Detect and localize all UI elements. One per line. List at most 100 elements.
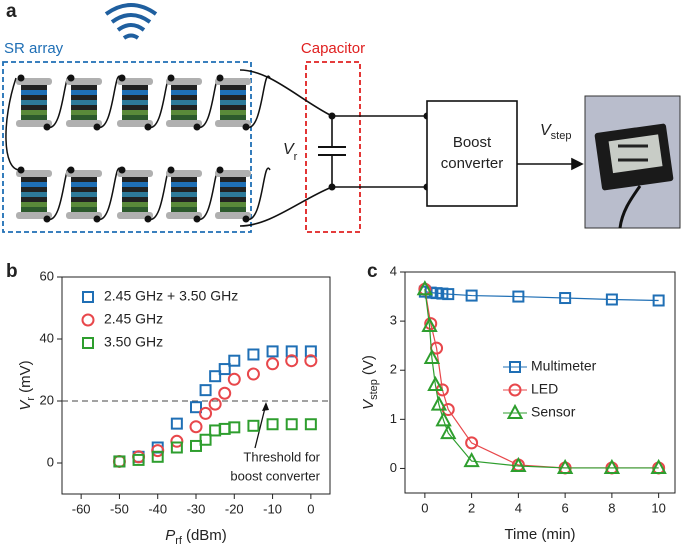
coil-band — [220, 187, 246, 192]
coil-cap — [117, 120, 153, 127]
coil-band — [171, 207, 197, 212]
coil-cap — [215, 120, 251, 127]
coil-cap — [66, 120, 102, 127]
legend-label: Multimeter — [531, 358, 597, 374]
x-tick-label: 8 — [608, 500, 615, 515]
marker — [112, 454, 126, 468]
boost-label: converter — [441, 155, 504, 172]
coil-band — [71, 115, 97, 120]
coil-cap — [117, 212, 153, 219]
x-tick-label: -60 — [72, 501, 91, 516]
wires — [239, 69, 584, 227]
coil-dot — [67, 166, 75, 174]
symbol: V — [360, 398, 377, 410]
vr-label: Vr — [283, 141, 298, 163]
coil-band — [71, 85, 97, 90]
coil-band — [122, 85, 148, 90]
marker — [208, 397, 222, 411]
coil-band — [21, 105, 47, 110]
boost-box — [426, 100, 518, 207]
axis-label: Vr (mV) — [17, 360, 37, 410]
symbol: V — [283, 141, 295, 158]
coil-band — [220, 115, 246, 120]
annotation: boost converter — [230, 468, 320, 483]
coil-cap — [166, 120, 202, 127]
coil-dot — [216, 74, 224, 82]
marker — [556, 458, 574, 474]
marker — [228, 421, 241, 434]
marker — [416, 280, 434, 296]
y-tick-label: 0 — [47, 454, 54, 469]
coil-band — [71, 105, 97, 110]
marker — [199, 433, 212, 446]
coil-band — [171, 110, 197, 115]
coil-band — [220, 85, 246, 90]
marker — [512, 290, 525, 303]
marker — [170, 417, 183, 430]
coil-band — [71, 110, 97, 115]
coil-band — [171, 192, 197, 197]
marker — [650, 458, 667, 474]
coil-cap — [166, 78, 202, 85]
capacitor-box — [305, 61, 361, 233]
coil-cap — [215, 78, 251, 85]
marker — [421, 316, 438, 333]
marker — [442, 288, 455, 301]
sr-array-box — [2, 61, 252, 233]
axis-label: Prf (dBm) — [165, 527, 227, 547]
vstep-label: Vstep — [540, 122, 571, 142]
subscript: r — [25, 397, 37, 401]
coil-dot — [167, 74, 175, 82]
marker — [427, 375, 444, 391]
axis-label: Time (min) — [504, 526, 575, 543]
x-tick-label: -50 — [110, 501, 129, 516]
marker — [266, 418, 279, 431]
marker — [132, 450, 146, 464]
marker — [170, 441, 183, 454]
capacitor-label: Capacitor — [301, 40, 365, 57]
coil-band — [21, 202, 47, 207]
coil-cap — [215, 170, 251, 177]
marker — [304, 345, 317, 358]
coil-band — [71, 197, 97, 202]
coil-band — [21, 207, 47, 212]
symbol: V — [540, 122, 552, 139]
x-tick-label: 0 — [421, 500, 428, 515]
coil-band — [171, 177, 197, 182]
legend-label: Sensor — [531, 404, 576, 420]
x-tick-label: -30 — [187, 501, 206, 516]
y-tick-label: 2 — [390, 362, 397, 377]
marker — [151, 444, 165, 458]
coil-band — [220, 197, 246, 202]
marker — [285, 418, 298, 431]
marker — [559, 292, 572, 305]
marker — [266, 345, 279, 358]
coil-band — [122, 177, 148, 182]
legend-label: LED — [531, 381, 558, 397]
wifi-icon — [104, 3, 158, 40]
series-layer — [112, 345, 318, 468]
coil-cap — [166, 212, 202, 219]
x-tick-label: 10 — [651, 500, 665, 515]
subscript: step — [368, 379, 380, 400]
coil-dot — [17, 166, 25, 174]
marker — [463, 451, 480, 468]
sr-coils — [5, 74, 271, 223]
coil-band — [171, 182, 197, 187]
coil-dot — [216, 166, 224, 174]
marker — [465, 436, 479, 450]
marker — [170, 434, 184, 448]
annotation-arrow — [254, 403, 267, 449]
coil-cap — [215, 212, 251, 219]
coil-band — [171, 95, 197, 100]
marker — [423, 348, 441, 364]
coil-band — [71, 90, 97, 95]
coil-cap — [16, 212, 52, 219]
coil-band — [122, 187, 148, 192]
legend-marker — [82, 337, 94, 349]
coil-band — [220, 100, 246, 105]
marker — [218, 422, 231, 435]
panel-label: c — [367, 261, 378, 282]
coil-band — [122, 182, 148, 187]
coil-band — [21, 85, 47, 90]
